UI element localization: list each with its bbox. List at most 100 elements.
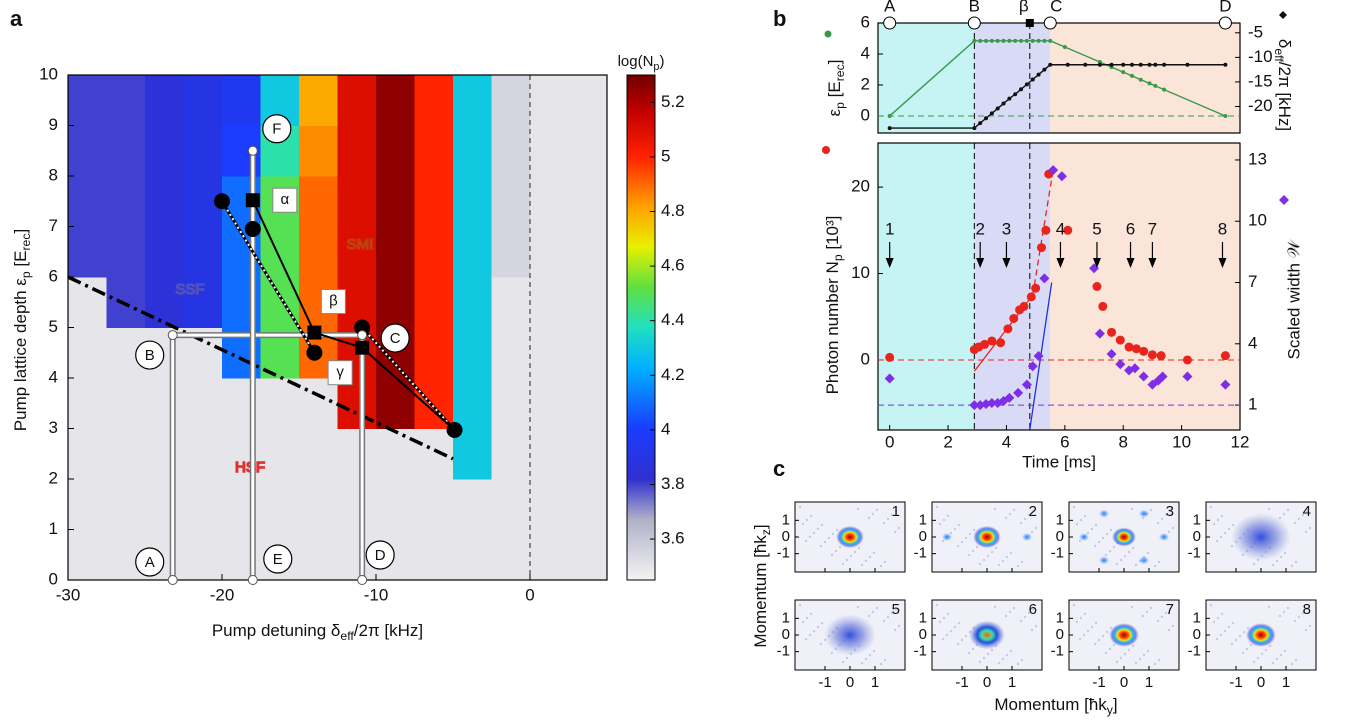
- stage-label: D: [1219, 0, 1231, 15]
- series-point: [1007, 96, 1012, 101]
- heatmap-cell: [222, 75, 261, 126]
- series-point: [1007, 38, 1012, 43]
- arrow-head: [1056, 258, 1065, 268]
- image-noise: [1308, 526, 1312, 530]
- image-noise: [1167, 530, 1171, 534]
- image-noise: [1282, 610, 1286, 614]
- heatmap-cell: [414, 479, 454, 530]
- x-tick-label: -1: [955, 674, 968, 691]
- image-noise: [812, 531, 816, 535]
- heatmap-cell: [568, 277, 608, 328]
- series-point: [1026, 292, 1036, 302]
- image-noise: [1005, 555, 1009, 559]
- image-noise: [875, 508, 879, 512]
- y-tick-label: 1: [919, 609, 927, 626]
- image-noise: [971, 647, 975, 651]
- image-label: 7: [1166, 601, 1174, 618]
- heatmap-cell: [568, 428, 608, 480]
- y-axis-label-part: Momentum [ħk: [751, 535, 770, 648]
- y-tick-label: 1: [49, 519, 58, 538]
- image-noise: [816, 527, 820, 531]
- condensate: [969, 620, 1005, 650]
- image-noise: [1216, 518, 1220, 522]
- image-noise: [1115, 562, 1119, 566]
- image-noise: [1079, 518, 1083, 522]
- heatmap-cell: [414, 327, 454, 379]
- image-noise: [1304, 530, 1308, 534]
- image-noise: [816, 625, 820, 629]
- image-noise: [841, 660, 845, 664]
- image-noise: [1242, 630, 1246, 634]
- image-noise: [883, 658, 887, 662]
- y2-tick-label: 10: [1248, 211, 1267, 230]
- legend-diamond: [1279, 11, 1287, 19]
- image-noise: [1212, 522, 1216, 526]
- y-tick-label: 8: [49, 165, 58, 184]
- y-tick-label: 1: [1056, 609, 1064, 626]
- x-tick-label: 6: [1060, 432, 1069, 451]
- heatmap-cell: [530, 327, 569, 379]
- y-tick-label: 1: [1193, 609, 1201, 626]
- image-noise: [1105, 630, 1109, 634]
- series-point: [1003, 324, 1013, 334]
- heatmap-cell: [68, 479, 107, 530]
- image-noise: [882, 521, 886, 525]
- y2-axis-label-part: δ: [1275, 39, 1294, 48]
- y-axis-label-part: Pump lattice depth ε: [11, 278, 30, 432]
- x-tick-label: 2: [943, 432, 952, 451]
- y-tick-label: 0: [1056, 626, 1064, 643]
- image-noise: [871, 512, 875, 516]
- colorbar-tick-label: 4: [661, 419, 670, 438]
- y-tick-label: 0: [782, 626, 790, 643]
- heatmap-cell: [260, 428, 300, 480]
- image-noise: [1023, 517, 1027, 521]
- colorbar-label-part: log(N: [618, 53, 654, 70]
- y-axis-label: εp [Erec]: [825, 60, 847, 117]
- image-noise: [1145, 610, 1149, 614]
- image-noise: [868, 653, 872, 657]
- image-noise: [845, 558, 849, 562]
- heatmap-cell: [453, 428, 492, 480]
- image-noise: [1097, 638, 1101, 642]
- heatmap-cell: [337, 479, 377, 530]
- y-tick-label: -1: [1051, 643, 1064, 660]
- series-point: [1223, 62, 1228, 67]
- label-circle: [135, 547, 165, 577]
- label-circle: [135, 340, 165, 370]
- series-point: [1033, 351, 1044, 362]
- y-axis-label-part: Photon number N: [823, 261, 842, 394]
- side-peak: [942, 533, 952, 541]
- image-noise: [986, 554, 990, 558]
- image-noise: [1083, 514, 1087, 518]
- heatmap-cell: [568, 378, 608, 429]
- series-point: [1098, 301, 1108, 311]
- heatmap-cell: [453, 479, 492, 530]
- x-axis-label: Time [ms]: [1022, 452, 1096, 471]
- x-tick-label: 1: [1282, 674, 1290, 691]
- square-marker: [245, 193, 260, 208]
- image-noise: [1294, 560, 1298, 564]
- image-noise: [1004, 516, 1008, 520]
- data-point: [214, 193, 230, 210]
- image-noise: [1072, 505, 1076, 509]
- image-noise: [1093, 642, 1097, 646]
- y-tick-label: 1: [1056, 511, 1064, 528]
- series-point: [1147, 81, 1152, 86]
- side-peak: [1159, 533, 1169, 541]
- path-node: [247, 575, 258, 585]
- image-noise: [942, 518, 946, 522]
- image-noise: [827, 536, 831, 540]
- image-noise: [1075, 620, 1079, 624]
- image-noise: [1209, 505, 1213, 509]
- image-noise: [1078, 637, 1082, 641]
- heatmap-cell: [491, 529, 531, 581]
- image-noise: [1094, 523, 1098, 527]
- heatmap-cell: [453, 327, 492, 379]
- series-point: [1027, 361, 1038, 372]
- image-noise: [978, 562, 982, 566]
- image-noise: [1301, 611, 1305, 615]
- heatmap-cell: [530, 125, 569, 177]
- series-point: [1156, 351, 1166, 361]
- image-noise: [1078, 539, 1082, 543]
- series-point: [1019, 87, 1024, 92]
